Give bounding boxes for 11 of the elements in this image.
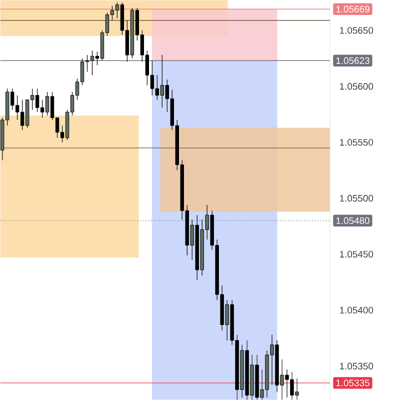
y-tick-label: 1.05650 <box>340 27 374 34</box>
ref-line-label: 1.05335 <box>336 380 370 386</box>
y-tick-label: 1.05500 <box>340 194 374 202</box>
y-tick-label: 1.05450 <box>340 250 374 258</box>
ref-line-label: 1.05480 <box>336 217 370 224</box>
ref-line-label: 1.05669 <box>336 6 370 12</box>
y-tick-label: 1.05350 <box>340 362 374 370</box>
y-tick-label: 1.05400 <box>340 306 374 314</box>
y-tick-label: 1.05550 <box>340 138 374 146</box>
y-tick-label: 1.05600 <box>340 83 374 90</box>
ref-line-label: 1.05623 <box>336 57 370 64</box>
